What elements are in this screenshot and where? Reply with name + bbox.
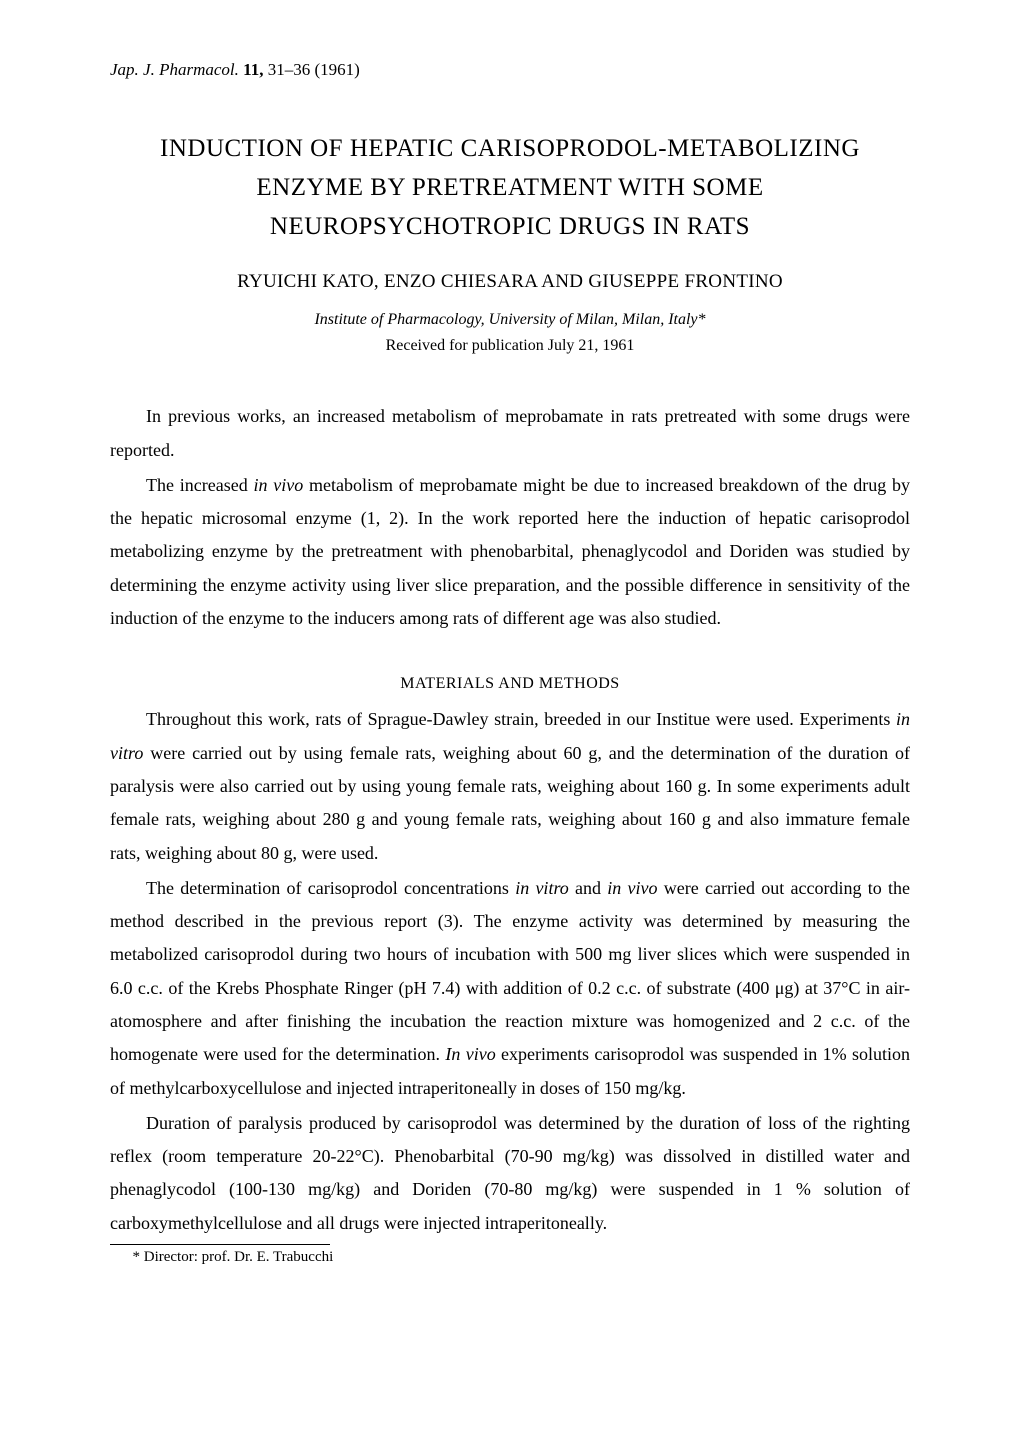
text-run: metabolism of meprobamate might be due t… [110, 475, 910, 628]
affiliation: Institute of Pharmacology, University of… [110, 311, 910, 329]
text-run: The determination of carisoprodol concen… [146, 878, 515, 898]
footnote: * Director: prof. Dr. E. Trabucchi [110, 1249, 910, 1266]
intro-paragraph-2: The increased in vivo metabolism of mepr… [110, 469, 910, 635]
journal-volume: 11, [243, 60, 263, 79]
title-line-3: NEUROPSYCHOTROPIC DRUGS IN RATS [270, 213, 750, 240]
article-title: INDUCTION OF HEPATIC CARISOPRODOL-METABO… [110, 130, 910, 246]
journal-reference: Jap. J. Pharmacol. 11, 31–36 (1961) [110, 60, 910, 80]
italic-in-vitro: in vitro [515, 878, 569, 898]
title-line-2: ENZYME BY PRETREATMENT WITH SOME [256, 174, 763, 201]
text-run: and [569, 878, 608, 898]
intro-paragraph-1: In previous works, an increased metaboli… [110, 400, 910, 467]
italic-in-vivo: in vivo [253, 475, 303, 495]
received-date: Received for publication July 21, 1961 [110, 337, 910, 355]
methods-paragraph-3: Duration of paralysis produced by cariso… [110, 1107, 910, 1240]
text-run: were carried out according to the method… [110, 878, 910, 1064]
methods-paragraph-1: Throughout this work, rats of Sprague-Da… [110, 703, 910, 869]
text-run: Throughout this work, rats of Sprague-Da… [146, 709, 896, 729]
footnote-divider [110, 1244, 330, 1245]
text-run: were carried out by using female rats, w… [110, 743, 910, 863]
methods-paragraph-2: The determination of carisoprodol concen… [110, 872, 910, 1105]
title-line-1: INDUCTION OF HEPATIC CARISOPRODOL-METABO… [160, 135, 860, 162]
italic-in-vivo: In vivo [445, 1044, 495, 1064]
section-heading-materials: MATERIALS AND METHODS [110, 675, 910, 693]
text-run: The increased [146, 475, 253, 495]
authors: RYUICHI KATO, ENZO CHIESARA AND GIUSEPPE… [110, 271, 910, 293]
italic-in-vivo: in vivo [607, 878, 657, 898]
journal-pages: 31–36 (1961) [268, 60, 360, 79]
journal-name: Jap. J. Pharmacol. [110, 60, 239, 79]
